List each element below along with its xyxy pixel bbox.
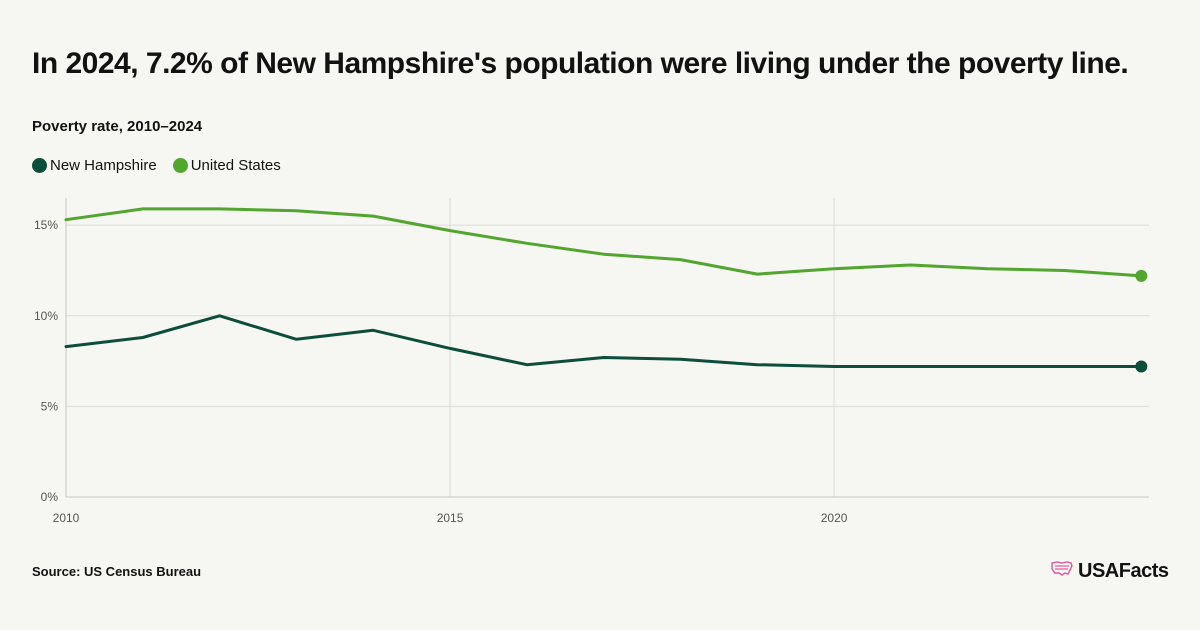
- usafacts-logo[interactable]: USAFacts: [1050, 559, 1169, 583]
- legend-label-united-states: United States: [190, 157, 281, 174]
- source-note: Source: US Census Bureau: [32, 564, 202, 579]
- chart-subtitle: Poverty rate, 2010–2024: [32, 118, 203, 135]
- x-tick-label: 2020: [821, 511, 848, 525]
- legend-label-new-hampshire: New Hampshire: [50, 157, 157, 174]
- legend-swatch-united-states: [172, 158, 188, 173]
- x-tick-label: 2010: [53, 511, 80, 525]
- end-point-new-hampshire[interactable]: [1135, 360, 1148, 373]
- end-point-united-states[interactable]: [1135, 269, 1148, 282]
- legend-swatch-new-hampshire: [32, 158, 47, 173]
- y-tick-label: 5%: [41, 399, 59, 413]
- us-map-flag-icon: [1050, 559, 1074, 583]
- chart-title: In 2024, 7.2% of New Hampshire's populat…: [32, 47, 1129, 80]
- logo-text: USAFacts: [1078, 559, 1169, 582]
- y-tick-label: 0%: [41, 490, 59, 504]
- legend-item-new-hampshire: New Hampshire: [32, 157, 157, 174]
- y-tick-label: 15%: [34, 218, 58, 232]
- series-line-new-hampshire: [64, 314, 1143, 368]
- series-line-united-states: [64, 207, 1143, 278]
- tick-labels: 0% 5% 10% 15% 2010 2015 2020: [34, 218, 848, 525]
- legend-item-united-states: United States: [172, 157, 281, 174]
- series-lines: [64, 207, 1148, 373]
- gridlines: [66, 198, 1149, 497]
- y-tick-label: 10%: [34, 309, 58, 323]
- x-tick-label: 2015: [437, 511, 464, 525]
- chart-legend: New Hampshire United States: [32, 157, 297, 174]
- axes: [65, 198, 1149, 498]
